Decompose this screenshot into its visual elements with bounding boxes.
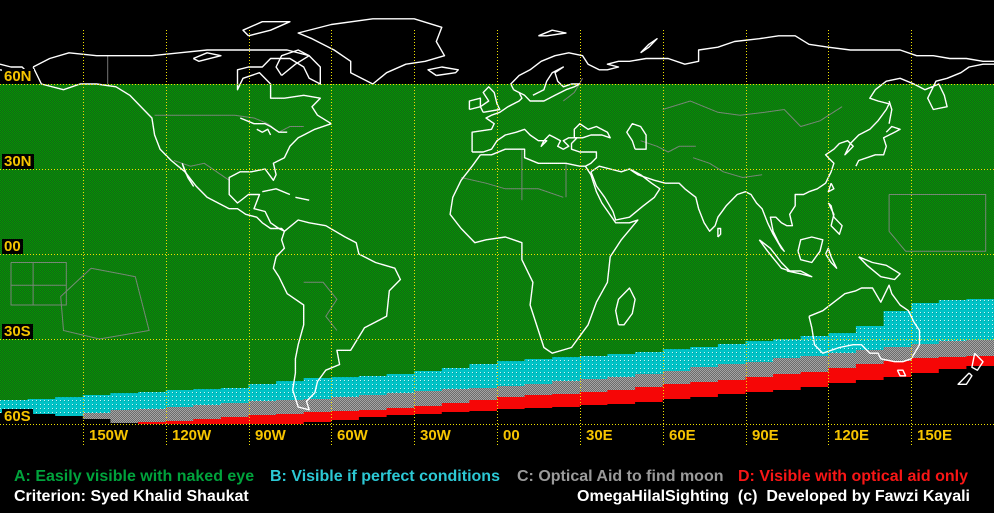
longitude-label: 90E (750, 427, 781, 444)
latitude-label: 00 (2, 238, 23, 255)
latitude-label: 30N (2, 153, 34, 170)
longitude-label: 120E (832, 427, 872, 444)
longitude-label: 150W (87, 427, 131, 444)
zone-not-visible (0, 366, 994, 424)
credit-label: OmegaHilalSighting (c) Developed by Fawz… (577, 488, 970, 505)
graticule (0, 30, 994, 447)
legend-item-c: C: Optical Aid to find moon (517, 468, 724, 485)
country-borders (10, 55, 987, 340)
longitude-label: 90W (253, 427, 288, 444)
longitude-label: 30E (584, 427, 615, 444)
new-moon-label: New Moon : Thursday, March 19, 2026 01:2… (14, 448, 401, 465)
legend-item-a: A: Easily visible with naked eye (14, 468, 255, 485)
longitude-label: 60W (335, 427, 370, 444)
longitude-label: 60E (667, 427, 698, 444)
longitude-label: 120W (170, 427, 214, 444)
legend-item-d: D: Visible with optical aid only (738, 468, 968, 485)
longitude-label: 00 (501, 427, 522, 444)
latitude-label: 30S (2, 323, 33, 340)
longitude-label: 30W (418, 427, 453, 444)
latitude-label: 60S (2, 408, 33, 425)
coastlines (0, 18, 994, 411)
longitude-label: 150E (915, 427, 955, 444)
criterion-label: Criterion: Syed Khalid Shaukat (14, 488, 249, 505)
latitude-label: 60N (2, 68, 34, 85)
world-visibility-map (0, 18, 994, 447)
legend-item-b: B: Visible if perfect conditions (270, 468, 500, 485)
